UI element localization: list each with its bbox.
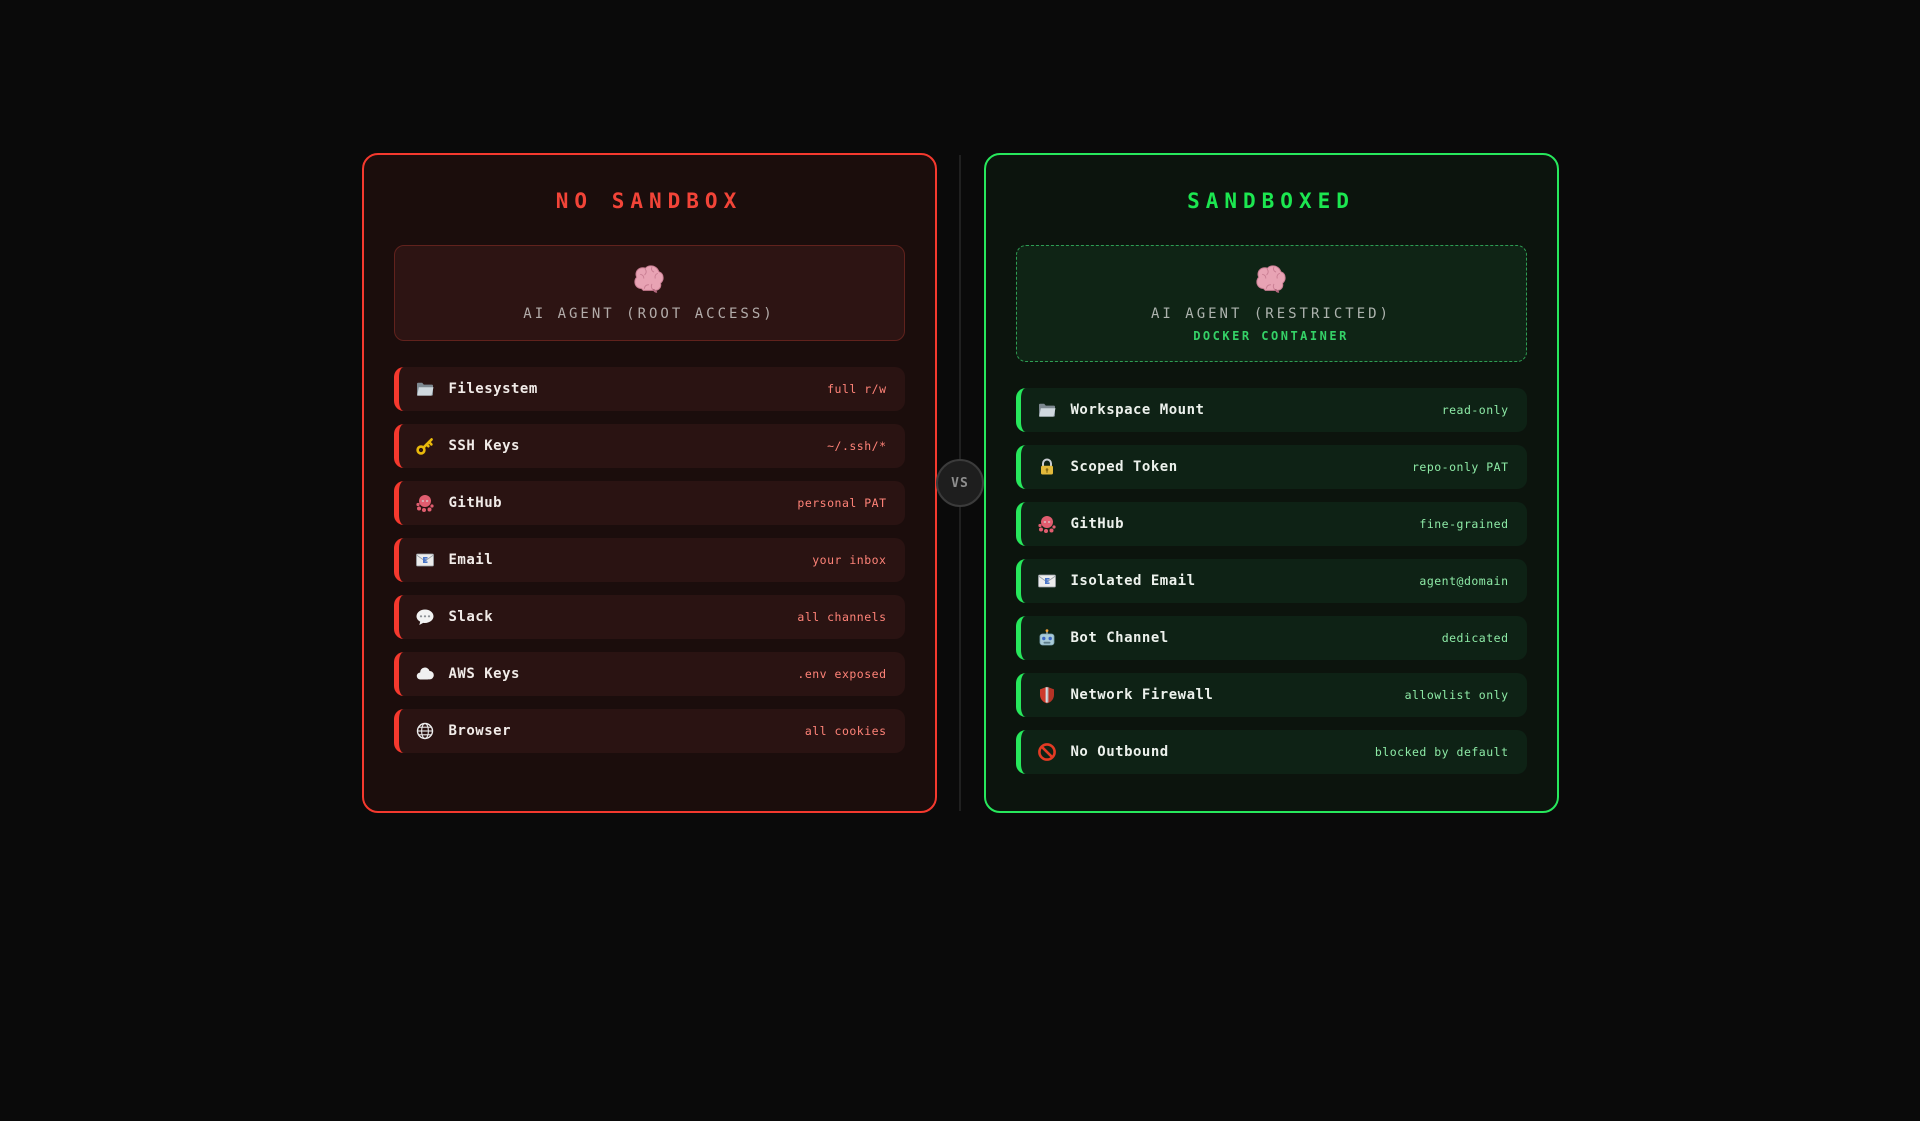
- lock-icon: [1037, 457, 1057, 477]
- row-label: Isolated Email: [1070, 573, 1196, 589]
- capability-row: Isolated Email agent@domain: [1015, 559, 1527, 603]
- globe-icon: [415, 721, 435, 741]
- octopus-icon: [415, 493, 435, 513]
- agent-label: AI AGENT (RESTRICTED): [1150, 306, 1391, 322]
- capability-row: No Outbound blocked by default: [1015, 730, 1527, 774]
- row-label: GitHub: [448, 495, 503, 511]
- key-icon: [415, 436, 435, 456]
- row-label: Scoped Token: [1070, 459, 1178, 475]
- brain-icon: [1031, 263, 1512, 299]
- agent-sublabel: DOCKER CONTAINER: [1193, 329, 1349, 343]
- capability-row: GitHub fine-grained: [1015, 502, 1527, 546]
- row-label: GitHub: [1070, 516, 1125, 532]
- vs-label: VS: [951, 475, 969, 491]
- capability-row: Slack all channels: [393, 595, 905, 639]
- row-value: read-only: [1441, 403, 1509, 417]
- panel-sandboxed: SANDBOXED AI AGENT (RESTRICTED) DOCKER C…: [983, 153, 1559, 813]
- row-value: all cookies: [804, 724, 887, 738]
- row-value: agent@domain: [1419, 574, 1509, 588]
- folder-icon: [415, 379, 435, 399]
- row-value: repo-only PAT: [1411, 460, 1509, 474]
- capability-list: Filesystem full r/w SSH Keys ~/.ssh/* GitHub…: [393, 367, 905, 753]
- panel-title: SANDBOXED: [1187, 189, 1355, 213]
- shield-icon: [1037, 685, 1057, 705]
- row-label: Slack: [448, 609, 494, 625]
- capability-row: Workspace Mount read-only: [1015, 388, 1527, 432]
- row-label: Network Firewall: [1070, 687, 1214, 703]
- speech-balloon-icon: [415, 607, 435, 627]
- capability-row: SSH Keys ~/.ssh/*: [393, 424, 905, 468]
- email-icon: [415, 550, 435, 570]
- agent-box: AI AGENT (RESTRICTED) DOCKER CONTAINER: [1015, 245, 1527, 362]
- email-icon: [1037, 571, 1057, 591]
- row-value: all channels: [797, 610, 887, 624]
- row-label: SSH Keys: [448, 438, 520, 454]
- capability-row: Browser all cookies: [393, 709, 905, 753]
- brain-icon: [409, 263, 890, 299]
- row-label: Email: [448, 552, 494, 568]
- row-value: dedicated: [1441, 631, 1509, 645]
- no-entry-icon: [1037, 742, 1057, 762]
- row-label: Workspace Mount: [1070, 402, 1205, 418]
- row-value: full r/w: [827, 382, 887, 396]
- row-label: Browser: [448, 723, 512, 739]
- folder-icon: [1037, 400, 1057, 420]
- capability-row: Bot Channel dedicated: [1015, 616, 1527, 660]
- capability-row: Scoped Token repo-only PAT: [1015, 445, 1527, 489]
- row-value: personal PAT: [797, 496, 887, 510]
- agent-box: AI AGENT (ROOT ACCESS): [393, 245, 905, 341]
- comparison-stage: NO SANDBOX AI AGENT (ROOT ACCESS) Filesy…: [361, 153, 1559, 813]
- robot-icon: [1037, 628, 1057, 648]
- row-value: blocked by default: [1374, 745, 1509, 759]
- row-label: Filesystem: [448, 381, 538, 397]
- row-label: Bot Channel: [1070, 630, 1169, 646]
- row-value: allowlist only: [1404, 688, 1509, 702]
- panel-no-sandbox: NO SANDBOX AI AGENT (ROOT ACCESS) Filesy…: [361, 153, 937, 813]
- row-value: fine-grained: [1419, 517, 1509, 531]
- row-value: ~/.ssh/*: [827, 439, 887, 453]
- capability-row: GitHub personal PAT: [393, 481, 905, 525]
- capability-row: Filesystem full r/w: [393, 367, 905, 411]
- row-value: .env exposed: [797, 667, 887, 681]
- row-label: AWS Keys: [448, 666, 520, 682]
- capability-list: Workspace Mount read-only Scoped Token repo…: [1015, 388, 1527, 774]
- capability-row: AWS Keys .env exposed: [393, 652, 905, 696]
- capability-row: Network Firewall allowlist only: [1015, 673, 1527, 717]
- panel-title: NO SANDBOX: [555, 189, 743, 213]
- capability-row: Email your inbox: [393, 538, 905, 582]
- agent-label: AI AGENT (ROOT ACCESS): [523, 306, 775, 322]
- cloud-icon: [415, 664, 435, 684]
- row-value: your inbox: [812, 553, 887, 567]
- octopus-icon: [1037, 514, 1057, 534]
- row-label: No Outbound: [1070, 744, 1169, 760]
- vs-badge: VS: [936, 459, 984, 507]
